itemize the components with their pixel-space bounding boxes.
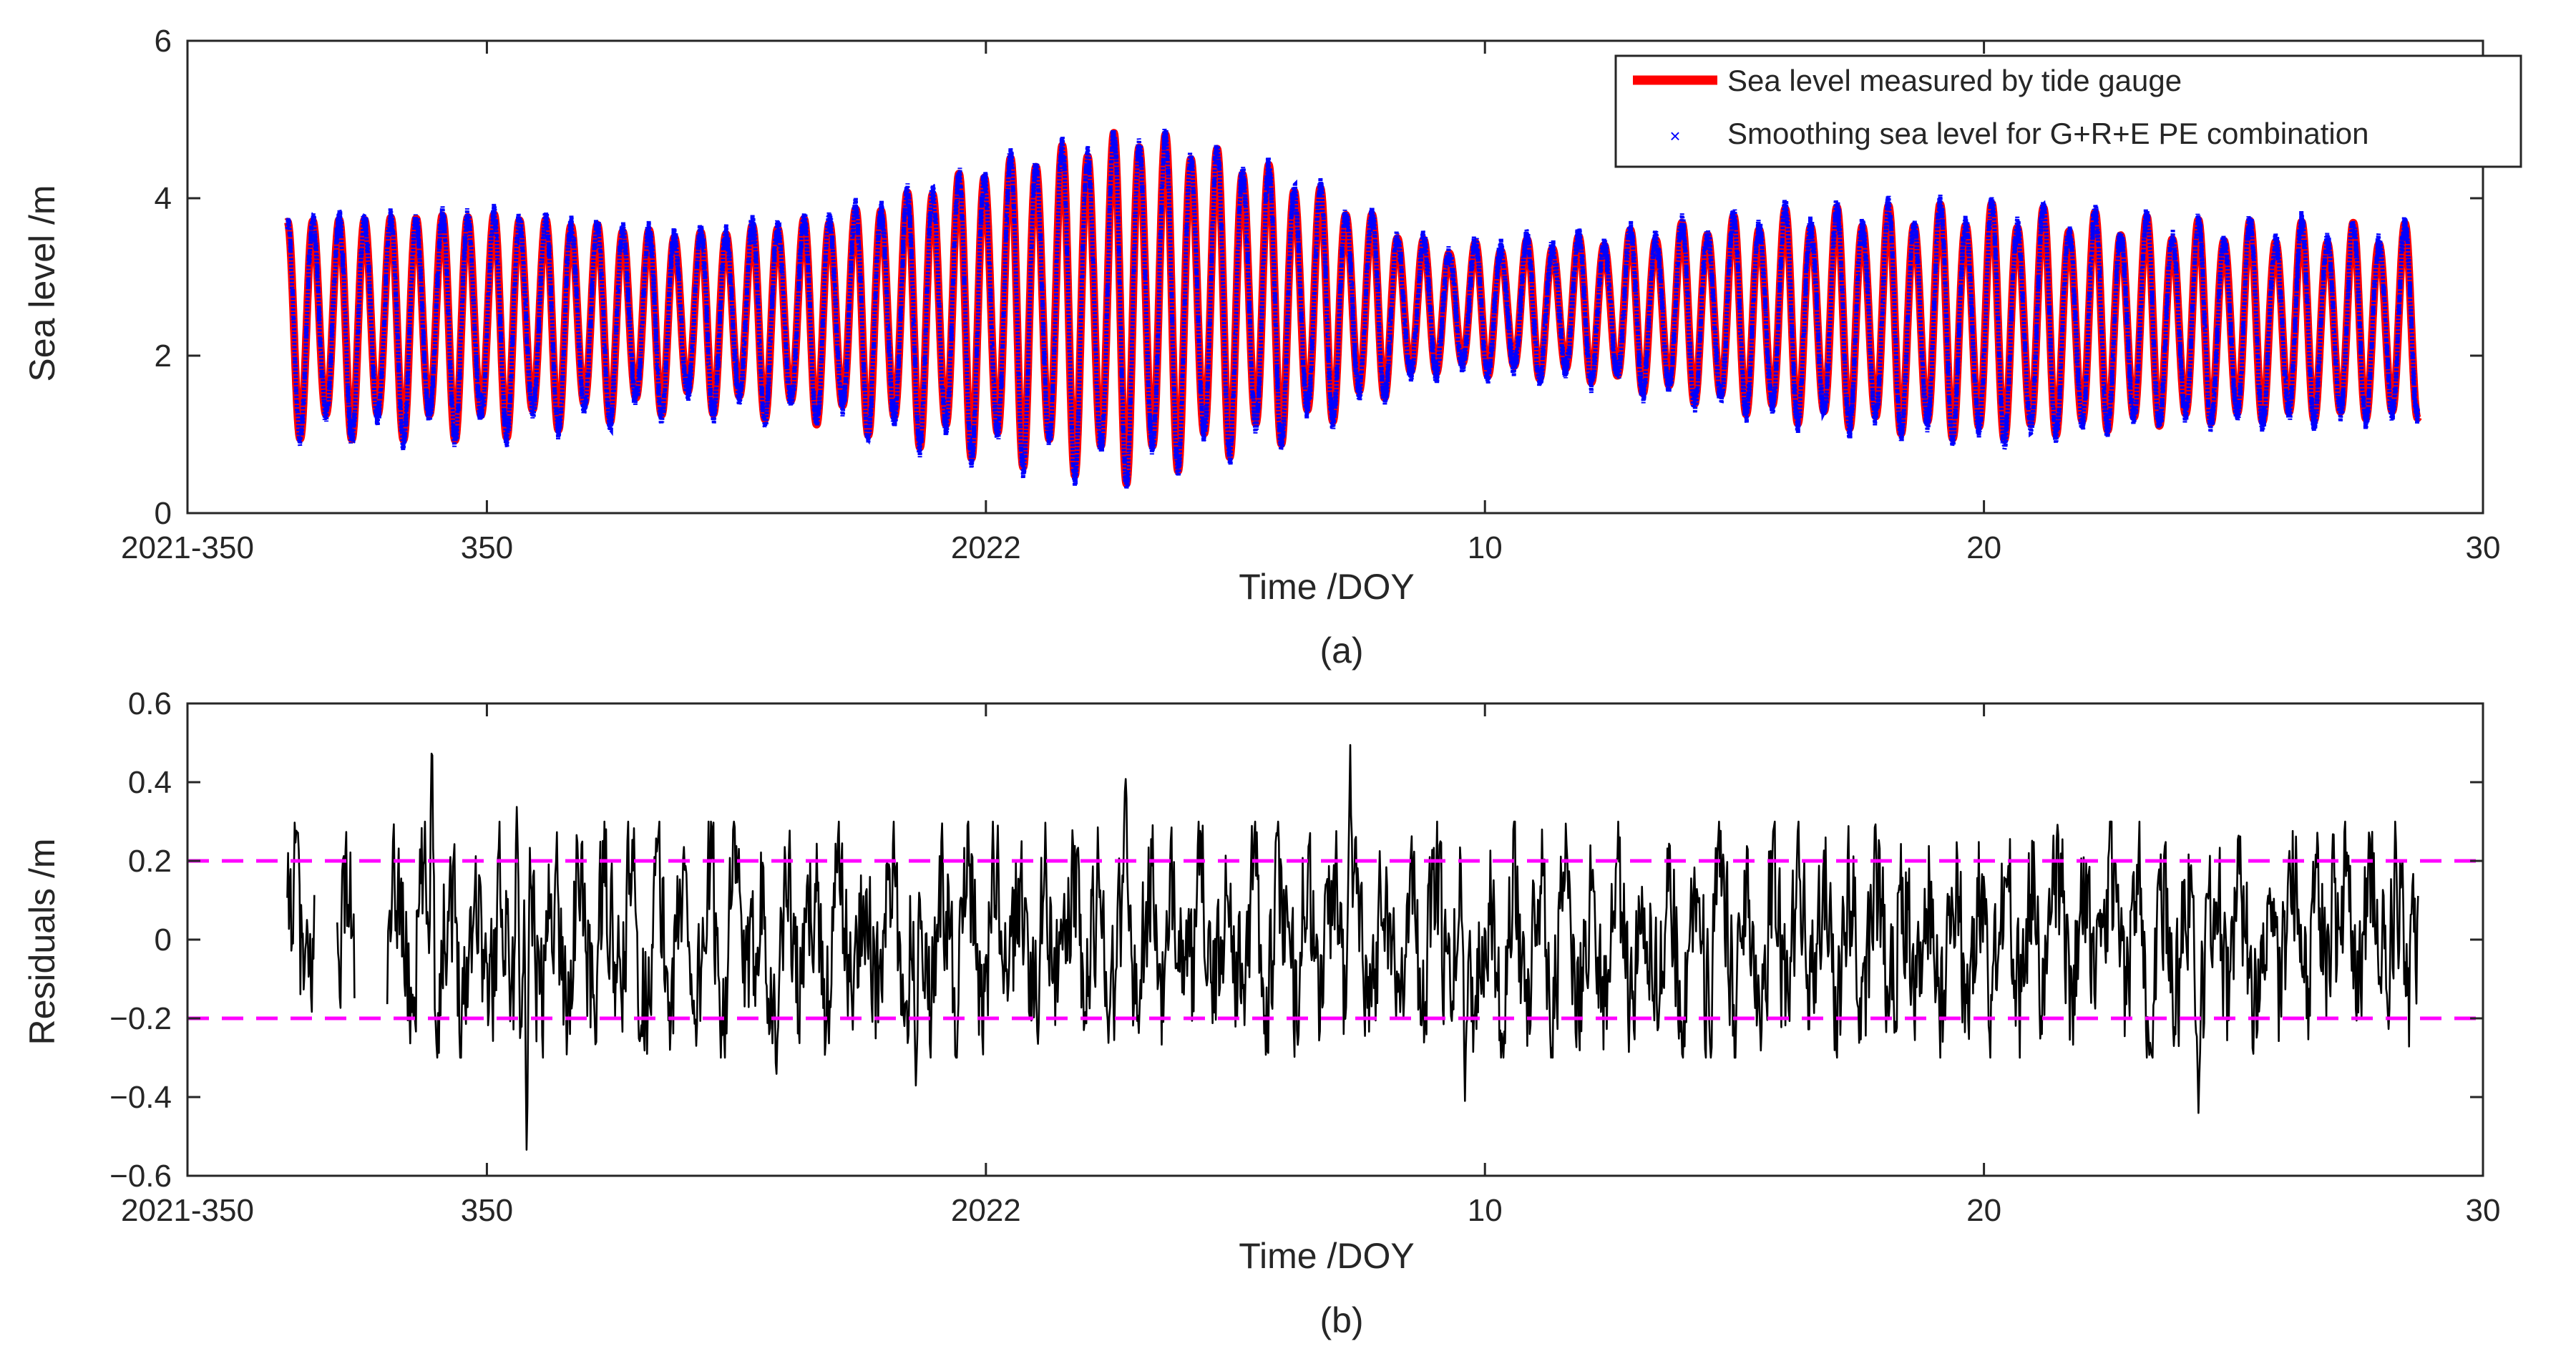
panel-a-caption: (a)	[1319, 630, 1363, 671]
y-tick-label: 0.2	[128, 844, 172, 879]
panel-a-y-axis-label: Sea level /m	[22, 185, 62, 381]
x-tick-label: 2022	[951, 530, 1021, 565]
legend-blue-x-icon: ×	[1669, 125, 1680, 147]
x-tick-label: 2021-350	[121, 1193, 254, 1228]
x-tick-label: 20	[1966, 530, 2001, 565]
panel-b-residuals-chart: 2021-350 350 2022 10 20 30 −0.6 −0.4 −0.2 0 0.2 0.4…	[22, 686, 2500, 1340]
residuals-series	[286, 744, 2419, 1151]
panel-a-sea-level-chart: 2021-350 350 2022 10 20 30 0 2 4 6 Sea level meas…	[22, 24, 2522, 671]
y-tick-label: −0.6	[109, 1159, 172, 1194]
legend-entry-smoothing: Smoothing sea level for G+R+E PE combina…	[1727, 117, 2368, 150]
panel-b-y-axis-label: Residuals /m	[22, 839, 62, 1046]
y-tick-label: 0	[155, 922, 172, 958]
y-tick-label: −0.4	[109, 1080, 172, 1115]
x-tick-label: 20	[1966, 1193, 2001, 1228]
panel-b-caption: (b)	[1319, 1300, 1363, 1340]
panel-b-x-axis-label: Time /DOY	[1239, 1236, 1414, 1276]
x-tick-label: 10	[1468, 1193, 1503, 1228]
x-tick-label: 350	[461, 1193, 513, 1228]
panel-a-x-axis-label: Time /DOY	[1239, 567, 1414, 607]
panel-a-legend: Sea level measured by tide gauge × Smoot…	[1614, 54, 2522, 168]
panel-b-axes: 2021-350 350 2022 10 20 30 −0.6 −0.4 −0.2 0 0.2 0.4…	[109, 686, 2500, 1228]
x-tick-label: 350	[461, 530, 513, 565]
threshold-lines	[187, 859, 2483, 1020]
y-tick-label: 6	[155, 24, 172, 59]
smoothed-sea-level-markers	[285, 128, 2420, 490]
y-tick-label: −0.2	[109, 1001, 172, 1036]
y-tick-label: 2	[155, 338, 172, 374]
y-tick-label: 0	[155, 496, 172, 531]
legend-box	[1614, 54, 2522, 168]
x-tick-label: 30	[2466, 1193, 2501, 1228]
x-tick-label: 10	[1468, 530, 1503, 565]
legend-entry-tide-gauge: Sea level measured by tide gauge	[1727, 64, 2182, 97]
panel-a-axes: 2021-350 350 2022 10 20 30 0 2 4 6	[121, 24, 2500, 565]
y-tick-label: 4	[155, 181, 172, 216]
x-tick-label: 2022	[951, 1193, 1021, 1228]
x-tick-label: 30	[2466, 530, 2501, 565]
y-tick-label: 0.4	[128, 765, 172, 800]
smoothed-sea-level-series	[285, 128, 2420, 490]
plot-frame	[186, 39, 2484, 515]
x-tick-label: 2021-350	[121, 530, 254, 565]
y-tick-label: 0.6	[128, 686, 172, 721]
residuals-line	[286, 744, 2419, 1151]
